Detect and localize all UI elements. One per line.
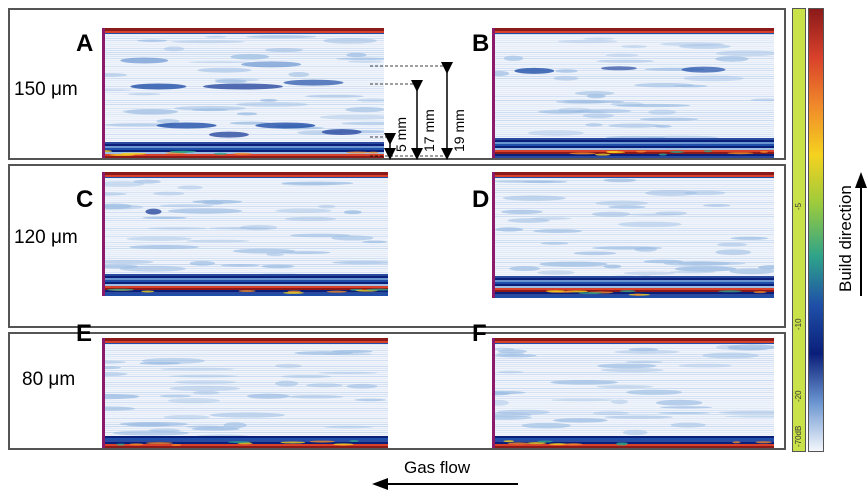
row-label-120: 120 μm [14, 227, 78, 248]
scale-tick-20: -20 [794, 390, 803, 402]
measurement-5mm: 5 mm [393, 117, 409, 152]
gas-flow-arrow [372, 478, 518, 490]
build-direction-label: Build direction [836, 185, 855, 292]
gas-flow-label: Gas flow [404, 458, 471, 477]
scan-image-d [492, 172, 774, 298]
build-direction-arrow [855, 172, 867, 296]
scale-tick-10: -10 [794, 318, 803, 330]
panel-label-b: B [472, 30, 490, 57]
panel-label-e: E [76, 320, 93, 347]
scan-image-c [102, 172, 388, 296]
measurement-lines [370, 62, 453, 160]
measurement-17mm: 17 mm [421, 109, 437, 152]
scan-image-e [102, 338, 388, 448]
color-scale-bar [792, 8, 806, 452]
scan-image-b [492, 28, 774, 158]
panel-label-c: C [76, 186, 94, 213]
panel-label-a: A [76, 30, 94, 57]
scan-image-a [102, 28, 384, 158]
measurement-19mm: 19 mm [451, 109, 467, 152]
scan-image-f [492, 338, 774, 448]
color-scale-gradient [808, 8, 824, 452]
panel-label-d: D [472, 186, 490, 213]
panel-label-f: F [472, 320, 487, 347]
scale-tick-70db: -70dB [794, 425, 803, 447]
scale-tick-5: -5 [794, 202, 803, 210]
row-label-80: 80 μm [22, 369, 76, 390]
row-label-150: 150 μm [14, 79, 78, 100]
